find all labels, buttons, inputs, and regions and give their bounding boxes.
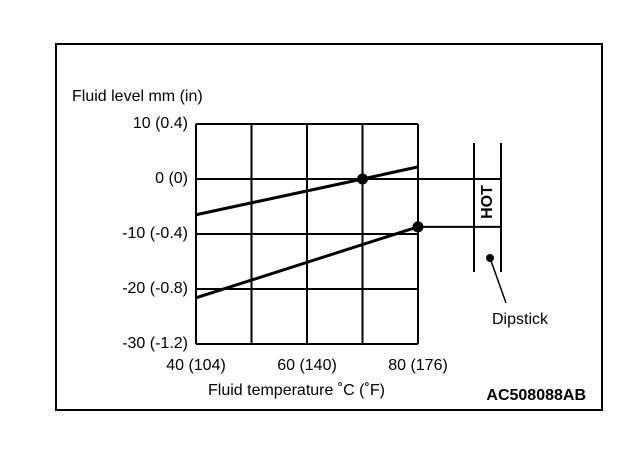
x-tick-label: 60 (140) — [277, 357, 337, 374]
dipstick-label: Dipstick — [492, 311, 549, 328]
data-line — [195, 225, 419, 300]
y-tick-label: -30 (-1.2) — [122, 335, 188, 352]
gauge-mark: HOT — [479, 185, 496, 219]
x-tick-label: 40 (104) — [166, 357, 226, 374]
x-axis-label: Fluid temperature ˚C (˚F) — [208, 382, 385, 399]
frame — [55, 43, 603, 411]
leader-line — [489, 257, 507, 304]
y-tick-label: -10 (-0.4) — [122, 225, 188, 242]
y-axis-label: Fluid level mm (in) — [72, 88, 203, 105]
figure-code: AC508088AB — [486, 387, 586, 404]
x-tick-label: 80 (176) — [388, 357, 448, 374]
y-tick-label: 0 (0) — [155, 170, 188, 187]
y-tick-label: -20 (-0.8) — [122, 280, 188, 297]
y-tick-label: 10 (0.4) — [133, 115, 188, 132]
